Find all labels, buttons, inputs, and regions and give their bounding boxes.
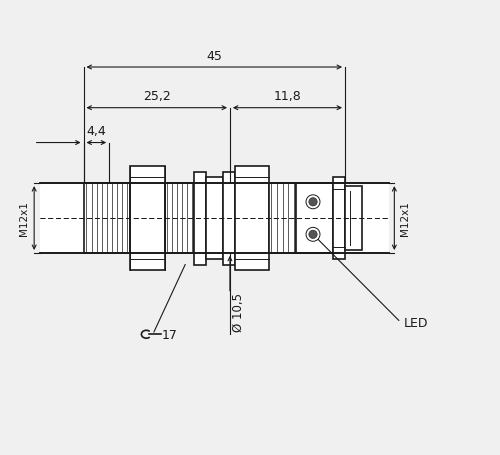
Bar — [130, 167, 165, 271]
Bar — [84, 184, 130, 253]
Text: M12x1: M12x1 — [19, 201, 29, 236]
Bar — [206, 178, 223, 259]
Text: M12x1: M12x1 — [400, 201, 409, 236]
Ellipse shape — [309, 198, 317, 207]
Bar — [345, 187, 362, 250]
Bar — [234, 167, 270, 271]
Bar — [223, 172, 234, 265]
Bar — [334, 178, 345, 259]
Bar — [296, 184, 334, 253]
Bar — [194, 172, 205, 265]
Ellipse shape — [309, 231, 317, 239]
Text: 11,8: 11,8 — [274, 90, 301, 103]
Text: Ø 10,5: Ø 10,5 — [232, 292, 245, 331]
Bar — [270, 184, 295, 253]
Text: 17: 17 — [162, 328, 178, 341]
Text: 25,2: 25,2 — [143, 90, 171, 103]
Bar — [165, 184, 194, 253]
Circle shape — [306, 228, 320, 242]
Bar — [40, 184, 389, 253]
Text: LED: LED — [404, 316, 428, 329]
Text: 45: 45 — [206, 50, 222, 62]
Text: 4,4: 4,4 — [86, 125, 106, 138]
Circle shape — [306, 195, 320, 209]
